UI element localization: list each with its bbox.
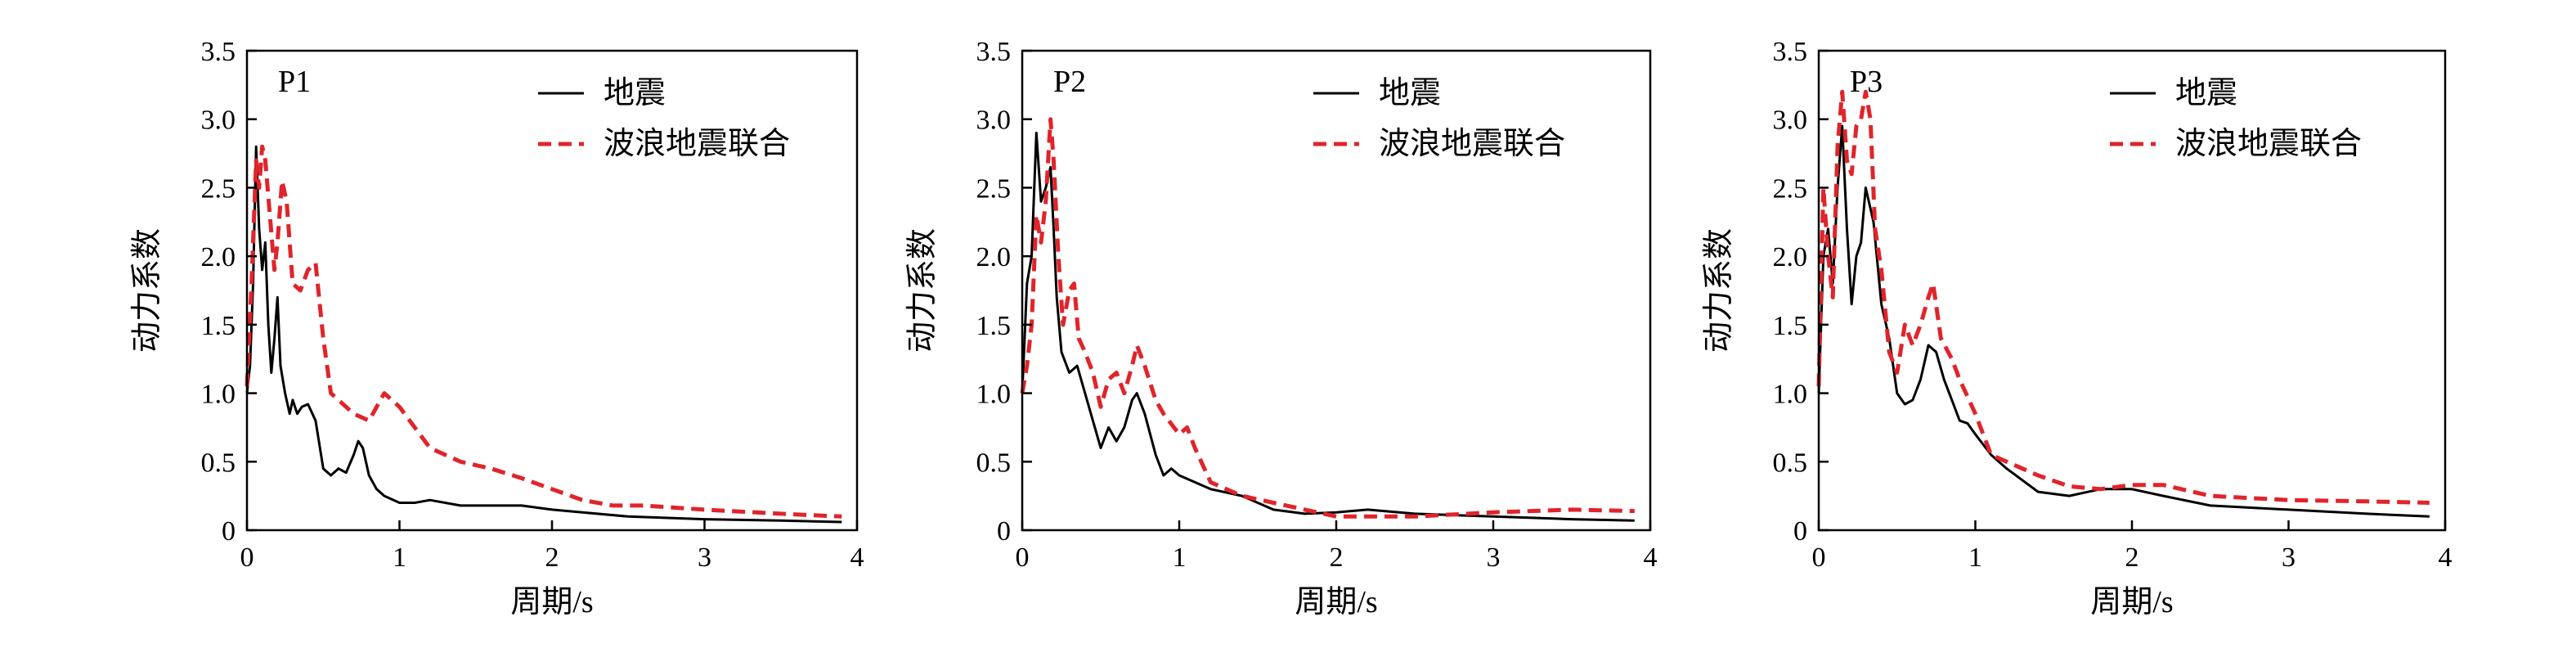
x-tick-label-p3: 2 <box>2125 542 2139 573</box>
x-tick-label-p2: 0 <box>1016 542 1030 573</box>
x-tick-label-p1: 4 <box>850 542 864 573</box>
y-tick-label-p3: 0 <box>1793 516 1807 547</box>
x-tick-label-p1: 3 <box>698 542 711 573</box>
x-tick-label-p2: 2 <box>1330 542 1344 573</box>
legend-label-combined-p1: 波浪地震联合 <box>604 127 790 161</box>
plot-frame-p3 <box>1817 49 2447 532</box>
series-line-combined-p1 <box>245 144 842 519</box>
y-tick-label-p3: 0.5 <box>1773 448 1808 478</box>
y-tick-label-p1: 3.5 <box>201 37 236 67</box>
x-tick-label-p3: 1 <box>1968 542 1982 573</box>
y-tick-label-p1: 1.0 <box>201 380 236 410</box>
x-tick-label-p3: 0 <box>1812 542 1826 573</box>
plot-frame-p2 <box>1021 49 1652 532</box>
series-line-combined-p3 <box>1816 89 2430 505</box>
y-tick-label-p3: 3.5 <box>1773 37 1808 67</box>
x-axis-title-p3: 周期/s <box>2090 585 2173 619</box>
panel-label-p2: P2 <box>1053 65 1086 99</box>
y-tick-label-p2: 3.5 <box>976 37 1012 67</box>
x-tick-label-p1: 1 <box>393 542 406 573</box>
x-tick-label-p1: 2 <box>545 542 559 573</box>
y-tick-label-p2: 1.5 <box>976 311 1012 341</box>
y-tick-label-p2: 2.0 <box>976 242 1012 272</box>
series-line-earthquake-p2 <box>1021 132 1635 522</box>
panel-label-p3: P3 <box>1850 65 1883 99</box>
legend-label-combined-p3: 波浪地震联合 <box>2175 127 2362 161</box>
plot-frame-p1 <box>245 49 859 532</box>
x-tick-label-p1: 0 <box>240 542 254 573</box>
legend-label-earthquake-p2: 地震 <box>1379 76 1441 110</box>
y-tick-label-p1: 0.5 <box>201 448 236 478</box>
y-tick-label-p1: 2.5 <box>201 173 236 204</box>
y-tick-label-p3: 3.0 <box>1773 106 1808 136</box>
y-tick-label-p2: 0.5 <box>976 448 1012 478</box>
series-line-earthquake-p3 <box>1817 124 2430 518</box>
y-tick-label-p2: 2.5 <box>976 173 1012 204</box>
chart-panel-2: 0 1 2 3 4 0 0.5 1.0 1.5 2.0 2.5 3.0 3.5 周期/s 动力系数 P2 地震波… <box>905 37 1658 619</box>
x-axis-title-p2: 周期/s <box>1295 585 1377 619</box>
y-tick-label-p3: 2.0 <box>1773 242 1808 272</box>
y-axis-title-p2: 动力系数 <box>905 228 940 353</box>
y-tick-label-p2: 1.0 <box>976 380 1012 410</box>
x-tick-label-p2: 1 <box>1173 542 1187 573</box>
x-tick-label-p3: 4 <box>2439 542 2453 573</box>
chart-panel-1: 0 1 2 3 4 0 0.5 1.0 1.5 2.0 2.5 3.0 3.5 周期/s 动力系数 P1 地震波… <box>130 37 864 619</box>
y-tick-label-p3: 1.0 <box>1773 380 1808 410</box>
x-tick-label-p3: 3 <box>2282 542 2296 573</box>
series-line-earthquake-p1 <box>245 145 842 524</box>
chart-panel-3: 0 1 2 3 4 0 0.5 1.0 1.5 2.0 2.5 3.0 3.5 周期/s 动力系数 P3 地震波… <box>1702 37 2453 619</box>
legend-label-earthquake-p3: 地震 <box>2175 76 2237 110</box>
y-tick-label-p1: 2.0 <box>201 242 236 272</box>
y-axis-title-p1: 动力系数 <box>130 228 164 353</box>
legend-label-combined-p2: 波浪地震联合 <box>1379 127 1565 161</box>
series-line-combined-p2 <box>1020 117 1635 519</box>
x-tick-label-p2: 3 <box>1487 542 1501 573</box>
y-axis-title-p3: 动力系数 <box>1702 228 1736 353</box>
panel-label-p1: P1 <box>278 65 311 99</box>
y-tick-label-p3: 2.5 <box>1773 173 1808 204</box>
y-tick-label-p3: 1.5 <box>1773 311 1808 341</box>
y-tick-label-p1: 3.0 <box>201 106 236 136</box>
y-tick-label-p1: 1.5 <box>201 311 236 341</box>
x-axis-title-p1: 周期/s <box>510 585 593 619</box>
legend-label-earthquake-p1: 地震 <box>604 76 666 110</box>
x-tick-label-p2: 4 <box>1644 542 1658 573</box>
y-tick-label-p1: 0 <box>222 516 236 547</box>
y-tick-label-p2: 0 <box>997 516 1011 547</box>
y-tick-label-p2: 3.0 <box>976 106 1012 136</box>
